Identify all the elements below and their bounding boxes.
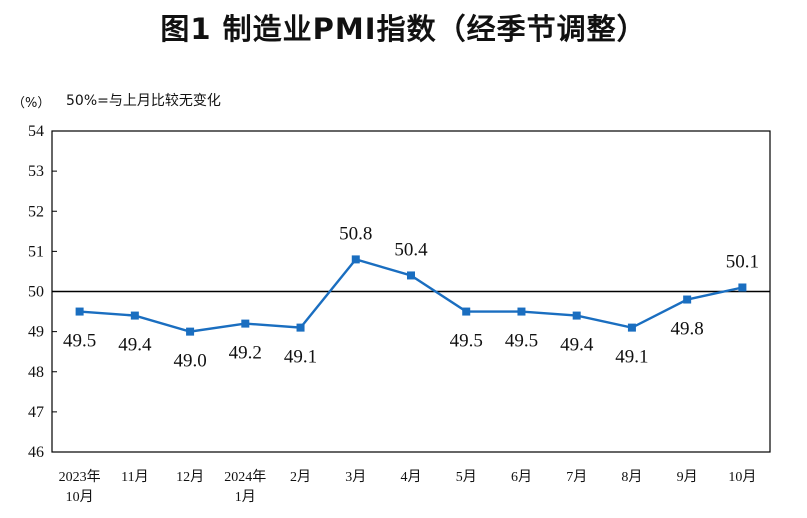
data-point xyxy=(572,311,581,320)
data-point xyxy=(130,311,139,320)
x-tick-label: 8月 xyxy=(621,469,642,485)
data-point xyxy=(75,307,84,316)
x-tick-label: 9月 xyxy=(677,469,698,485)
y-axis: 46 47 48 49 50 51 52 53 54 xyxy=(28,123,57,461)
x-tick-label: 10月 xyxy=(66,489,94,505)
chart-title: 图1 制造业PMI指数（经季节调整） xyxy=(160,12,647,46)
data-point xyxy=(296,323,305,332)
y-tick-label: 47 xyxy=(28,404,44,421)
data-point xyxy=(186,327,195,336)
x-tick-label: 5月 xyxy=(456,469,477,485)
x-tick-label: 4月 xyxy=(401,469,422,485)
data-point xyxy=(351,255,360,264)
data-label: 49.5 xyxy=(505,331,538,352)
x-tick-label: 7月 xyxy=(566,469,587,485)
x-tick-label: 12月 xyxy=(176,469,204,485)
data-point xyxy=(627,323,636,332)
x-tick-label: 2024年 xyxy=(224,469,266,485)
y-tick-label: 53 xyxy=(28,163,44,180)
x-axis: 2023年 10月 11月 12月 2024年 1月 2月 3月 4月 5月 6月 7月 8月 9月 10月 xyxy=(59,469,757,505)
data-point xyxy=(462,307,471,316)
data-label: 50.1 xyxy=(726,251,759,272)
data-labels: 49.5 49.4 49.0 49.2 49.1 50.8 50.4 49.5 49.5 49.4… xyxy=(63,223,759,371)
data-label: 49.4 xyxy=(560,335,594,356)
y-tick-label: 48 xyxy=(28,364,44,381)
data-point xyxy=(738,283,747,292)
data-label: 49.5 xyxy=(450,331,483,352)
data-label: 49.1 xyxy=(284,347,317,368)
x-tick-label: 3月 xyxy=(345,469,366,485)
y-tick-label: 46 xyxy=(28,444,44,461)
x-tick-label: 6月 xyxy=(511,469,532,485)
data-label: 49.8 xyxy=(671,319,704,340)
y-tick-label: 49 xyxy=(28,324,44,341)
data-point xyxy=(517,307,526,316)
reference-note: 50%=与上月比较无变化 xyxy=(66,93,221,109)
x-tick-label: 2023年 xyxy=(59,469,101,485)
pmi-series-line xyxy=(79,258,743,333)
data-point xyxy=(241,319,250,328)
data-point xyxy=(407,271,415,280)
data-label: 49.1 xyxy=(615,347,648,368)
data-label: 50.4 xyxy=(394,239,428,260)
x-tick-label: 2月 xyxy=(290,469,311,485)
y-tick-label: 51 xyxy=(28,243,44,260)
y-tick-label: 52 xyxy=(28,203,44,220)
y-tick-label: 54 xyxy=(28,123,44,140)
x-tick-label: 11月 xyxy=(121,469,148,485)
data-label: 49.0 xyxy=(173,351,206,372)
data-label: 49.5 xyxy=(63,331,96,352)
data-point xyxy=(683,295,692,304)
data-label: 50.8 xyxy=(339,223,372,244)
x-tick-label: 10月 xyxy=(728,469,756,485)
data-label: 49.4 xyxy=(118,335,152,356)
data-points xyxy=(75,255,747,336)
x-tick-label: 1月 xyxy=(235,489,256,505)
y-axis-unit: （%） xyxy=(12,96,51,111)
y-tick-label: 50 xyxy=(28,284,44,301)
data-label: 49.2 xyxy=(229,343,262,364)
